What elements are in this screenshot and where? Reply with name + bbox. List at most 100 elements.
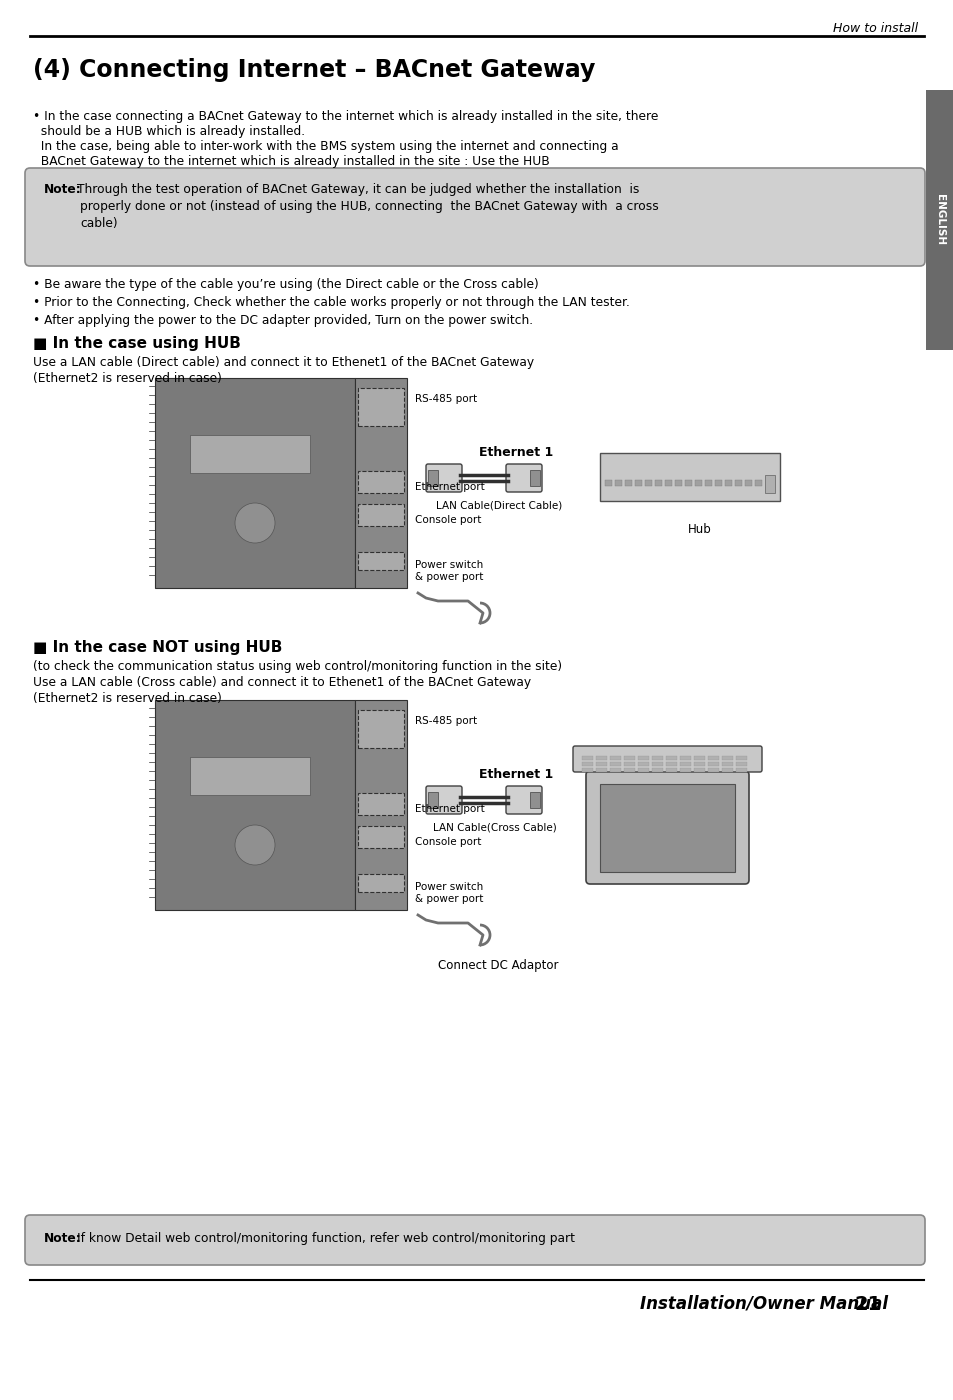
Text: • In the case connecting a BACnet Gateway to the internet which is already insta: • In the case connecting a BACnet Gatewa… — [33, 111, 658, 123]
FancyBboxPatch shape — [505, 463, 541, 491]
Text: How to install: How to install — [832, 22, 917, 35]
FancyBboxPatch shape — [684, 480, 691, 486]
FancyBboxPatch shape — [638, 756, 648, 760]
FancyBboxPatch shape — [623, 756, 635, 760]
FancyBboxPatch shape — [530, 470, 539, 486]
Text: properly done or not (instead of using the HUB, connecting  the BACnet Gateway w: properly done or not (instead of using t… — [80, 200, 659, 213]
FancyBboxPatch shape — [573, 746, 761, 771]
FancyBboxPatch shape — [665, 762, 677, 766]
FancyBboxPatch shape — [754, 480, 761, 486]
FancyBboxPatch shape — [615, 480, 621, 486]
Text: Ethernet 1: Ethernet 1 — [478, 769, 553, 781]
FancyBboxPatch shape — [581, 756, 593, 760]
Text: Connect DC Adaptor: Connect DC Adaptor — [437, 959, 558, 972]
FancyBboxPatch shape — [581, 762, 593, 766]
FancyBboxPatch shape — [744, 480, 751, 486]
FancyBboxPatch shape — [665, 769, 677, 771]
Text: Note:: Note: — [44, 183, 82, 196]
FancyBboxPatch shape — [724, 480, 731, 486]
FancyBboxPatch shape — [357, 552, 403, 570]
Text: RS-485 port: RS-485 port — [415, 393, 476, 405]
FancyBboxPatch shape — [609, 769, 620, 771]
Text: Ethernet port: Ethernet port — [415, 804, 484, 813]
Circle shape — [234, 825, 274, 865]
Text: (Ethernet2 is reserved in case): (Ethernet2 is reserved in case) — [33, 692, 222, 706]
FancyBboxPatch shape — [693, 769, 704, 771]
FancyBboxPatch shape — [505, 785, 541, 813]
Text: RS-485 port: RS-485 port — [415, 715, 476, 727]
FancyBboxPatch shape — [357, 826, 403, 848]
Text: If know Detail web control/monitoring function, refer web control/monitoring par: If know Detail web control/monitoring fu… — [77, 1232, 575, 1245]
FancyBboxPatch shape — [25, 1215, 924, 1266]
FancyBboxPatch shape — [925, 90, 953, 350]
Text: • Prior to the Connecting, Check whether the cable works properly or not through: • Prior to the Connecting, Check whether… — [33, 295, 629, 309]
FancyBboxPatch shape — [651, 756, 662, 760]
FancyBboxPatch shape — [721, 756, 732, 760]
Text: Note:: Note: — [44, 1232, 82, 1245]
FancyBboxPatch shape — [190, 757, 310, 795]
FancyBboxPatch shape — [357, 388, 403, 426]
FancyBboxPatch shape — [355, 378, 407, 588]
FancyBboxPatch shape — [154, 378, 355, 588]
FancyBboxPatch shape — [638, 762, 648, 766]
FancyBboxPatch shape — [357, 874, 403, 892]
Text: ENGLISH: ENGLISH — [934, 195, 944, 245]
FancyBboxPatch shape — [714, 480, 721, 486]
FancyBboxPatch shape — [707, 762, 719, 766]
FancyBboxPatch shape — [644, 480, 651, 486]
FancyBboxPatch shape — [609, 762, 620, 766]
FancyBboxPatch shape — [638, 769, 648, 771]
FancyBboxPatch shape — [357, 470, 403, 493]
FancyBboxPatch shape — [707, 769, 719, 771]
FancyBboxPatch shape — [695, 480, 701, 486]
Text: ■ In the case NOT using HUB: ■ In the case NOT using HUB — [33, 640, 282, 655]
Text: (4) Connecting Internet – BACnet Gateway: (4) Connecting Internet – BACnet Gateway — [33, 57, 595, 83]
Text: should be a HUB which is already installed.: should be a HUB which is already install… — [33, 125, 305, 139]
FancyBboxPatch shape — [609, 756, 620, 760]
Text: ■ In the case using HUB: ■ In the case using HUB — [33, 336, 240, 351]
FancyBboxPatch shape — [664, 480, 671, 486]
Text: Ethernet 1: Ethernet 1 — [478, 447, 553, 459]
FancyBboxPatch shape — [355, 700, 407, 910]
FancyBboxPatch shape — [735, 762, 746, 766]
Text: • After applying the power to the DC adapter provided, Turn on the power switch.: • After applying the power to the DC ada… — [33, 314, 533, 328]
FancyBboxPatch shape — [693, 762, 704, 766]
FancyBboxPatch shape — [357, 792, 403, 815]
Text: Console port: Console port — [415, 837, 481, 847]
Text: Power switch
& power port: Power switch & power port — [415, 560, 483, 581]
FancyBboxPatch shape — [735, 756, 746, 760]
FancyBboxPatch shape — [651, 762, 662, 766]
FancyBboxPatch shape — [635, 480, 641, 486]
Text: Through the test operation of BACnet Gateway, it can be judged whether the insta: Through the test operation of BACnet Gat… — [77, 183, 639, 196]
FancyBboxPatch shape — [357, 710, 403, 748]
FancyBboxPatch shape — [604, 480, 612, 486]
FancyBboxPatch shape — [734, 480, 741, 486]
FancyBboxPatch shape — [596, 762, 606, 766]
Text: LAN Cable(Direct Cable): LAN Cable(Direct Cable) — [436, 500, 561, 510]
Text: • Be aware the type of the cable you’re using (the Direct cable or the Cross cab: • Be aware the type of the cable you’re … — [33, 279, 538, 291]
FancyBboxPatch shape — [190, 435, 310, 473]
FancyBboxPatch shape — [675, 480, 681, 486]
FancyBboxPatch shape — [679, 762, 690, 766]
Text: Power switch
& power port: Power switch & power port — [415, 882, 483, 903]
FancyBboxPatch shape — [530, 792, 539, 808]
FancyBboxPatch shape — [357, 504, 403, 526]
FancyBboxPatch shape — [707, 756, 719, 760]
FancyBboxPatch shape — [426, 463, 461, 491]
Text: Use a LAN cable (Direct cable) and connect it to Ethenet1 of the BACnet Gateway: Use a LAN cable (Direct cable) and conne… — [33, 356, 534, 370]
FancyBboxPatch shape — [624, 480, 631, 486]
FancyBboxPatch shape — [428, 470, 437, 486]
Text: (to check the communication status using web control/monitoring function in the : (to check the communication status using… — [33, 659, 561, 673]
FancyBboxPatch shape — [704, 480, 711, 486]
FancyBboxPatch shape — [651, 769, 662, 771]
FancyBboxPatch shape — [596, 769, 606, 771]
FancyBboxPatch shape — [764, 475, 774, 493]
Text: Hub: Hub — [687, 524, 711, 536]
FancyBboxPatch shape — [665, 756, 677, 760]
FancyBboxPatch shape — [721, 762, 732, 766]
FancyBboxPatch shape — [735, 769, 746, 771]
FancyBboxPatch shape — [599, 454, 780, 501]
FancyBboxPatch shape — [426, 785, 461, 813]
Text: Console port: Console port — [415, 515, 481, 525]
Text: 21: 21 — [854, 1295, 882, 1315]
